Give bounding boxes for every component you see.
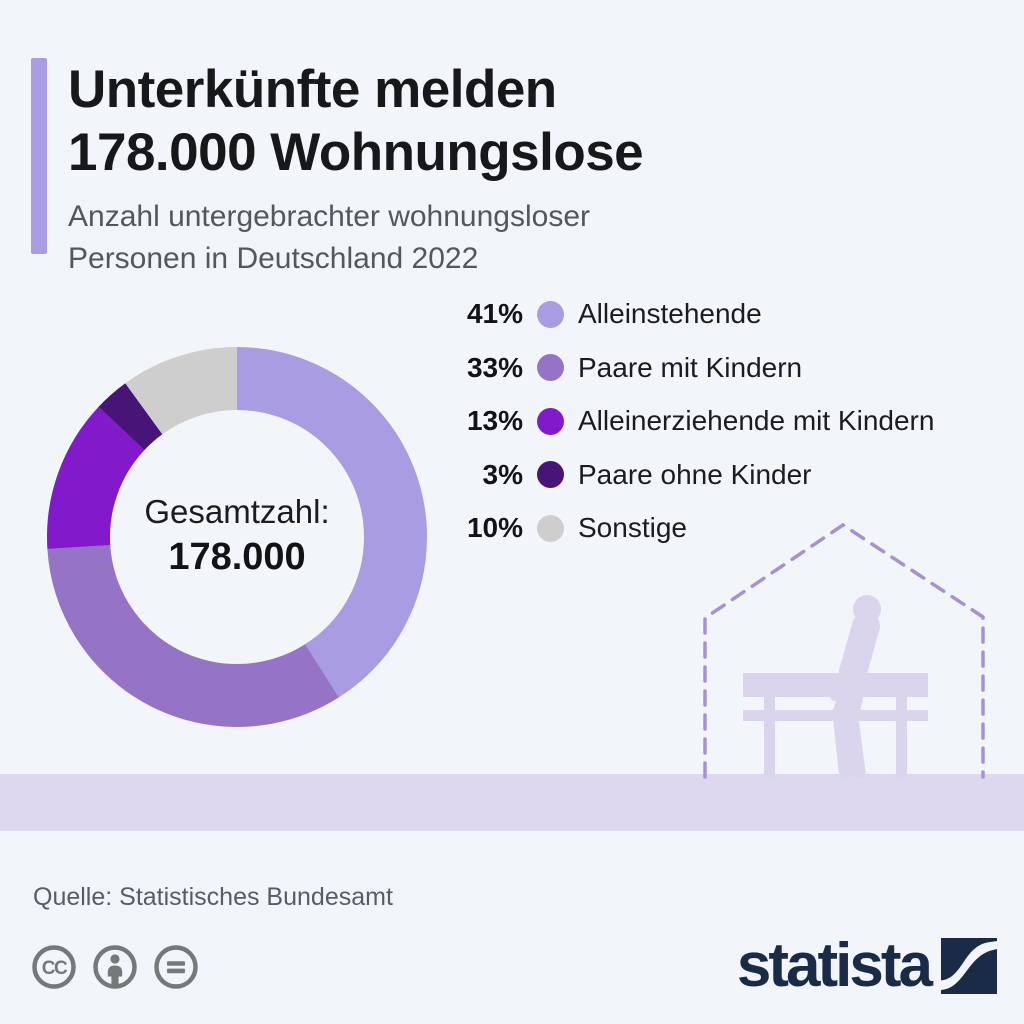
legend-label: Alleinerziehende mit Kindern <box>578 405 935 436</box>
legend-label: Sonstige <box>578 512 687 543</box>
homeless-person-illustration <box>703 522 985 779</box>
donut-segment-Paare ohne Kinder <box>47 347 427 727</box>
equals-icon <box>154 945 198 989</box>
license-icons: CC <box>31 944 199 990</box>
svg-text:CC: CC <box>42 958 68 979</box>
header: Unterkünfte melden 178.000 Wohnungslose … <box>31 58 644 280</box>
donut-center-label: Gesamtzahl: <box>144 493 330 530</box>
person-silhouette <box>830 595 881 779</box>
legend-label: Paare mit Kindern <box>578 351 803 383</box>
legend-row: 41% Alleinstehende <box>465 298 934 329</box>
legend-dot <box>537 407 564 435</box>
legend-dot <box>537 300 564 328</box>
statista-logo: statista <box>736 931 997 1000</box>
legend-label: Paare ohne Kinder <box>578 458 812 490</box>
legend-dot <box>537 354 564 381</box>
legend-dot <box>537 461 564 488</box>
chart-legend: 41% Alleinstehende 33% Paare mit Kindern… <box>465 298 935 568</box>
cc-icon: CC <box>32 945 76 989</box>
legend-row: 13% Alleinerziehende mit Kindern <box>465 405 935 436</box>
attribution-icon <box>93 945 137 989</box>
donut-chart: Gesamtzahl: 178.000 <box>47 347 427 727</box>
legend-row: 3% Paare ohne Kinder <box>465 458 934 490</box>
subtitle-line-2: Personen in Deutschland 2022 <box>68 242 479 275</box>
donut-center-value: 178.000 <box>168 536 306 578</box>
statista-logo-mark <box>941 938 997 994</box>
page-subtitle: Anzahl untergebrachter wohnungsloser Per… <box>68 196 643 280</box>
title-accent-bar <box>31 58 47 254</box>
subtitle-line-1: Anzahl untergebrachter wohnungsloser <box>68 200 590 233</box>
legend-percent: 13% <box>466 405 523 436</box>
statista-wordmark: statista <box>736 931 933 1000</box>
page-title: Unterkünfte melden 178.000 Wohnungslose <box>68 58 644 184</box>
title-line-1: Unterkünfte melden <box>68 60 557 119</box>
legend-row: 33% Paare mit Kindern <box>465 351 934 383</box>
donut-chart-svg <box>47 347 427 727</box>
source-text: Quelle: Statistisches Bundesamt <box>33 883 393 911</box>
donut-segment-Sonstige <box>47 347 427 727</box>
legend-dot <box>537 514 564 542</box>
legend-percent: 41% <box>466 298 523 329</box>
donut-segment-Paare mit Kindern <box>47 347 427 727</box>
title-line-2: 178.000 Wohnungslose <box>68 123 644 182</box>
ground-band <box>0 774 1024 831</box>
house-outline <box>703 522 985 779</box>
legend-percent: 3% <box>482 458 523 490</box>
legend-percent: 33% <box>466 351 523 383</box>
donut-center-text: Gesamtzahl: 178.000 <box>47 492 427 582</box>
legend-label: Alleinstehende <box>578 298 762 329</box>
legend-row: 10% Sonstige <box>465 512 934 543</box>
legend-percent: 10% <box>466 512 523 543</box>
